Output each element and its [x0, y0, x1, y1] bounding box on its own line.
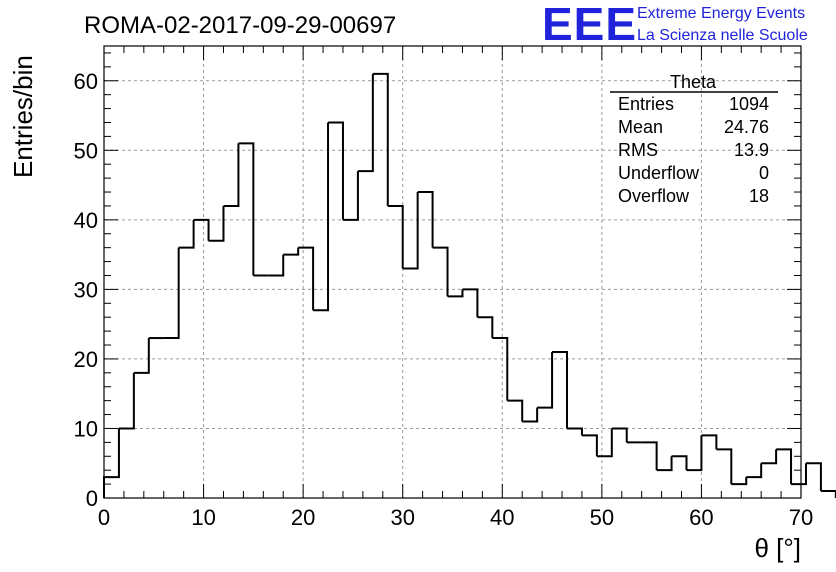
histogram-bin: [402, 192, 419, 270]
stats-box: Theta Entries 1094 Mean 24.76 RMS 13.9 Underfl…: [610, 72, 778, 206]
x-axis-label: θ [°]: [754, 533, 801, 563]
chart-title: ROMA-02-2017-09-29-00697: [84, 12, 396, 39]
stats-row-value: 24.76: [724, 117, 769, 137]
histogram-bin: [567, 427, 583, 436]
histogram-bin: [432, 246, 449, 297]
histogram-bin: [656, 456, 673, 472]
histogram-bin: [731, 477, 748, 486]
y-tick-label: 60: [74, 69, 98, 94]
stats-row-label: Entries: [618, 94, 674, 114]
grid-lines: [104, 46, 801, 498]
stats-row-value: 0: [759, 163, 769, 183]
histogram-bin: [791, 463, 807, 486]
histogram-bin: [387, 204, 404, 269]
histogram-bin: [552, 350, 569, 429]
y-tick-label: 40: [74, 208, 98, 233]
stats-title: Theta: [670, 72, 717, 92]
histogram-bin: [163, 247, 180, 340]
stats-row-label: Mean: [618, 117, 663, 137]
histogram-bin: [477, 316, 494, 339]
plot-frame: [103, 45, 802, 499]
histogram-bin: [328, 121, 344, 220]
eee-logo: EEE Extreme Energy Events La Scienza nel…: [542, 0, 808, 50]
histogram-bin: [178, 219, 195, 249]
y-tick-label: 10: [74, 416, 98, 441]
y-tick-label: 50: [74, 138, 98, 163]
histogram-bin: [208, 205, 225, 242]
histogram-bin: [342, 171, 359, 221]
x-tick-label: 30: [390, 505, 414, 530]
histogram-bin: [686, 435, 703, 472]
histogram-bin: [716, 448, 733, 485]
histogram-bin: [820, 490, 836, 498]
stats-row-label: Overflow: [618, 186, 690, 206]
histogram-bin: [761, 449, 778, 465]
histogram-bin: [492, 337, 509, 401]
histogram-bin: [596, 428, 613, 458]
histogram-bin: [462, 288, 479, 318]
histogram-bin: [103, 428, 120, 498]
y-tick-label: 30: [74, 277, 98, 302]
logo-mark: EEE: [542, 0, 637, 50]
stats-row-value: 18: [749, 186, 769, 206]
histogram-bin: [417, 191, 434, 248]
histogram-bin: [611, 427, 628, 443]
histogram-bin: [283, 247, 300, 256]
logo-line-1: Extreme Energy Events: [637, 5, 805, 22]
histogram-bin: [238, 142, 255, 276]
x-tick-label: 10: [191, 505, 215, 530]
histogram-bin: [522, 407, 539, 423]
histogram-bin: [581, 434, 598, 457]
stats-row-value: 1094: [729, 94, 769, 114]
histogram-bin: [641, 441, 658, 471]
x-tick-label: 0: [98, 505, 110, 530]
y-axis-label: Entries/bin: [8, 55, 38, 178]
histogram-bin: [776, 448, 793, 485]
x-tick-label: 40: [490, 505, 514, 530]
x-tick-label: 20: [291, 505, 315, 530]
y-axis-ticks: 0 10 20 30 40 50 60: [74, 52, 801, 511]
histogram-bin: [268, 254, 285, 277]
stats-row-value: 13.9: [734, 140, 769, 160]
logo-line-2: La Scienza nelle Scuole: [637, 27, 808, 44]
histogram-bin: [193, 218, 210, 241]
histogram-bin: [357, 73, 374, 173]
histogram-bin: [298, 246, 315, 311]
histogram-bin: [537, 351, 554, 409]
histogram-bin: [223, 143, 240, 207]
histogram-bin: [133, 338, 150, 374]
histogram-bin: [313, 122, 330, 312]
stats-row-label: RMS: [618, 140, 658, 160]
histogram-bin: [671, 455, 688, 471]
histogram-bin: [746, 463, 763, 479]
x-tick-label: 60: [689, 505, 713, 530]
histogram-bin: [118, 372, 135, 430]
histogram-bin: [701, 434, 718, 450]
histogram-series: [103, 72, 836, 498]
stats-row-label: Underflow: [618, 163, 700, 183]
histogram-bin: [447, 289, 464, 298]
plot-border: [103, 45, 802, 499]
histogram-bin: [507, 399, 524, 422]
histogram-bin: [372, 72, 389, 206]
y-tick-label: 20: [74, 347, 98, 372]
y-tick-label: 0: [86, 486, 98, 511]
x-axis-ticks: 0 10 20 30 40 50 60 70: [98, 46, 813, 530]
x-tick-label: 50: [590, 505, 614, 530]
histogram-bin: [805, 462, 822, 492]
x-tick-label: 70: [789, 505, 813, 530]
